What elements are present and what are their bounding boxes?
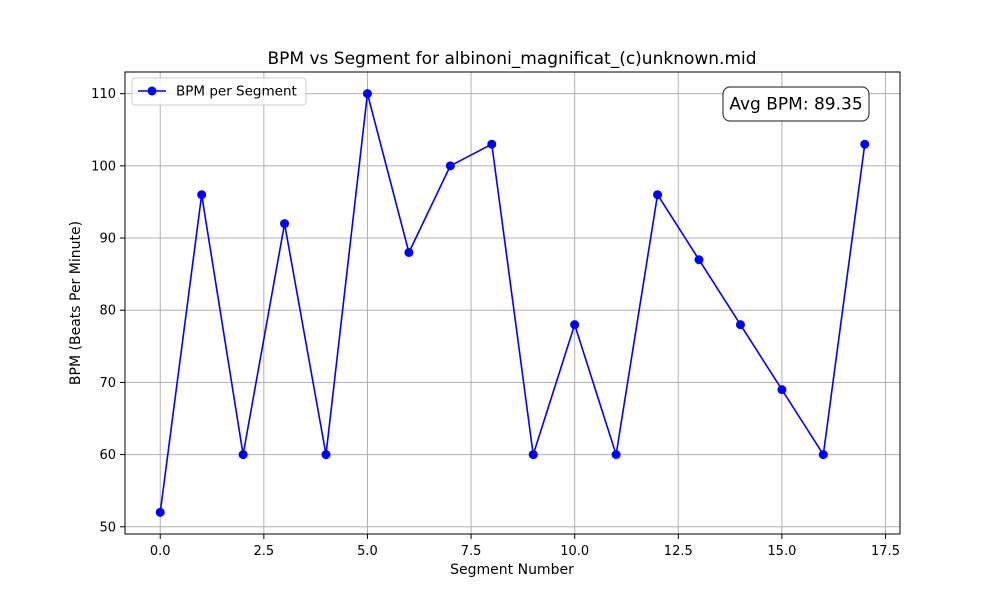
- y-tick-label: 60: [99, 448, 116, 463]
- data-point: [445, 161, 455, 171]
- data-point: [611, 450, 621, 460]
- legend-box: [131, 77, 307, 106]
- legend-entry-label: BPM per Segment: [176, 84, 297, 100]
- average-annotation-box: [722, 86, 870, 122]
- x-axis-label: Segment Number: [450, 562, 574, 578]
- data-point: [155, 507, 165, 517]
- y-tick-label: 100: [91, 159, 116, 174]
- grid-lines: [125, 72, 900, 534]
- x-tick-label: 15.0: [767, 544, 796, 559]
- axis-ticks: 0.0 2.5 5.0 7.5 10.0 12.5 15.0 17.5 50 60 70 80 90 10…: [91, 87, 900, 559]
- legend-marker-sample: [147, 86, 157, 96]
- data-point: [818, 450, 828, 460]
- y-tick-label: 50: [99, 520, 116, 535]
- average-annotation-text: Avg BPM: 89.35: [729, 95, 862, 115]
- y-tick-label: 110: [91, 87, 116, 102]
- data-point: [197, 190, 207, 200]
- data-point: [570, 320, 580, 330]
- data-point: [362, 89, 372, 99]
- data-point: [777, 385, 787, 395]
- y-axis-label: BPM (Beats Per Minute): [68, 221, 84, 385]
- data-point: [280, 219, 290, 229]
- data-point: [238, 450, 248, 460]
- x-tick-label: 17.5: [871, 544, 900, 559]
- y-tick-label: 70: [99, 376, 116, 391]
- data-point: [321, 450, 331, 460]
- series-line: [159, 92, 866, 513]
- legend: BPM per Segment: [131, 77, 307, 106]
- plot-area-frame: [124, 71, 901, 535]
- chart-title: BPM vs Segment for albinoni_magnificat_(…: [267, 49, 756, 69]
- x-tick-label: 7.5: [461, 544, 482, 559]
- x-tick-label: 2.5: [253, 544, 274, 559]
- data-point: [694, 255, 704, 265]
- data-point: [404, 247, 414, 257]
- x-tick-label: 12.5: [664, 544, 693, 559]
- x-tick-label: 0.0: [150, 544, 171, 559]
- average-annotation: Avg BPM: 89.35: [722, 86, 870, 122]
- x-tick-label: 5.0: [357, 544, 378, 559]
- x-tick-label: 10.0: [560, 544, 589, 559]
- data-point: [735, 320, 745, 330]
- y-tick-label: 80: [99, 304, 116, 319]
- data-point: [528, 450, 538, 460]
- data-point: [653, 190, 663, 200]
- series-layer: [155, 89, 870, 517]
- y-tick-label: 90: [99, 232, 116, 247]
- data-point: [487, 139, 497, 149]
- data-point: [860, 139, 870, 149]
